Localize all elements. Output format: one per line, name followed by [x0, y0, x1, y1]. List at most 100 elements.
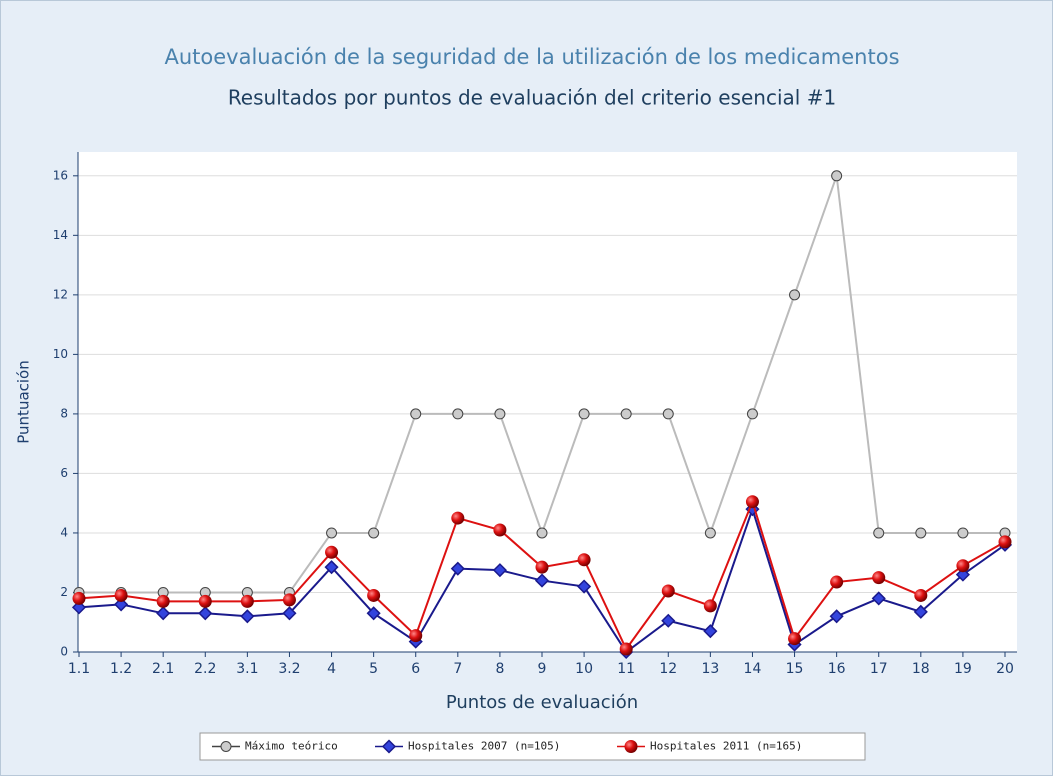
- marker: [955, 567, 970, 582]
- marker: [745, 495, 759, 509]
- marker: [577, 553, 591, 567]
- marker: [324, 560, 339, 575]
- marker: [366, 606, 381, 621]
- x-tick-label: 5: [369, 661, 378, 677]
- marker: [367, 588, 381, 602]
- marker: [703, 599, 717, 613]
- legend-marker: [220, 741, 232, 752]
- marker: [662, 408, 674, 420]
- legend-marker: [381, 739, 397, 754]
- marker: [577, 579, 592, 594]
- marker: [326, 527, 338, 539]
- marker: [789, 289, 801, 301]
- marker: [536, 527, 548, 539]
- x-tick-label: 3.2: [278, 661, 300, 677]
- x-tick-label: 6: [411, 661, 420, 677]
- x-tick-label: 2.1: [152, 661, 174, 677]
- marker: [661, 613, 676, 628]
- x-tick-label: 20: [996, 661, 1014, 677]
- marker: [746, 408, 758, 420]
- x-tick-label: 10: [575, 661, 593, 677]
- marker: [451, 511, 465, 525]
- marker: [325, 545, 339, 559]
- x-tick-label: 4: [327, 661, 336, 677]
- marker: [578, 408, 590, 420]
- marker: [872, 571, 886, 585]
- x-tick-label: 12: [659, 661, 677, 677]
- marker: [493, 523, 507, 537]
- marker: [114, 597, 129, 612]
- marker: [494, 408, 506, 420]
- marker: [452, 408, 464, 420]
- x-tick-label: 19: [954, 661, 972, 677]
- marker: [829, 609, 844, 624]
- legend-label: Hospitales 2011 (n=165): [650, 740, 802, 753]
- x-tick-label: 2.2: [194, 661, 216, 677]
- marker: [830, 575, 844, 589]
- marker: [114, 588, 128, 602]
- legend-box: [199, 732, 866, 761]
- x-tick-label: 9: [538, 661, 547, 677]
- marker: [156, 594, 170, 608]
- y-tick-label: 6: [60, 466, 68, 480]
- legend-marker: [624, 740, 638, 753]
- marker: [240, 594, 254, 608]
- marker: [409, 629, 423, 643]
- x-tick-label: 15: [786, 661, 804, 677]
- legend-label: Máximo teórico: [245, 740, 338, 753]
- marker: [619, 642, 633, 656]
- marker: [492, 563, 507, 578]
- y-tick-label: 0: [60, 645, 68, 659]
- y-tick-label: 16: [53, 168, 68, 182]
- marker: [956, 559, 970, 573]
- marker: [282, 606, 297, 621]
- chart-title: Autoevaluación de la seguridad de la uti…: [164, 45, 899, 69]
- marker: [913, 604, 928, 619]
- marker: [998, 535, 1012, 549]
- y-tick-label: 4: [60, 525, 68, 539]
- marker: [534, 573, 550, 588]
- y-tick-label: 2: [60, 585, 68, 599]
- y-tick-label: 8: [60, 406, 68, 420]
- marker: [240, 609, 255, 624]
- marker: [198, 606, 213, 621]
- marker: [198, 594, 212, 608]
- marker: [914, 588, 928, 602]
- x-tick-label: 18: [912, 661, 930, 677]
- x-tick-label: 16: [828, 661, 846, 677]
- marker: [535, 560, 549, 574]
- marker: [788, 632, 802, 646]
- marker: [620, 408, 632, 420]
- marker: [72, 591, 86, 605]
- x-tick-label: 1.1: [68, 661, 90, 677]
- x-tick-label: 1.2: [110, 661, 132, 677]
- x-tick-label: 8: [495, 661, 504, 677]
- marker: [957, 527, 969, 539]
- y-axis-label: Puntuación: [15, 360, 33, 443]
- chart-subtitle: Resultados por puntos de evaluación del …: [228, 86, 836, 110]
- marker: [661, 584, 675, 598]
- x-tick-label: 13: [701, 661, 719, 677]
- marker: [410, 408, 422, 420]
- marker: [282, 593, 296, 607]
- marker: [368, 527, 380, 539]
- x-tick-label: 14: [744, 661, 762, 677]
- x-axis-label: Puntos de evaluación: [446, 692, 638, 713]
- legend-label: Hospitales 2007 (n=105): [408, 740, 560, 753]
- marker: [156, 606, 171, 621]
- marker: [915, 527, 927, 539]
- marker: [703, 624, 718, 639]
- x-tick-label: 17: [870, 661, 888, 677]
- marker: [450, 561, 465, 576]
- y-tick-label: 14: [53, 228, 68, 242]
- marker: [873, 527, 885, 539]
- x-tick-label: 7: [453, 661, 462, 677]
- marker: [71, 600, 87, 615]
- y-tick-label: 10: [53, 347, 68, 361]
- x-tick-label: 11: [617, 661, 635, 677]
- marker: [831, 170, 843, 182]
- marker: [704, 527, 716, 539]
- marker: [871, 591, 886, 606]
- x-tick-label: 3.1: [236, 661, 258, 677]
